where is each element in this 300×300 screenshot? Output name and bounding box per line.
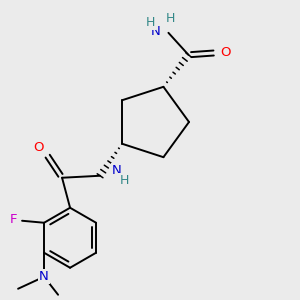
Text: H: H <box>146 16 155 29</box>
Text: N: N <box>151 25 160 38</box>
Text: H: H <box>119 174 129 187</box>
Text: H: H <box>166 12 175 25</box>
Text: N: N <box>112 164 122 177</box>
Text: N: N <box>39 270 49 283</box>
Text: F: F <box>9 213 17 226</box>
Text: O: O <box>33 141 43 154</box>
Text: O: O <box>220 46 231 59</box>
